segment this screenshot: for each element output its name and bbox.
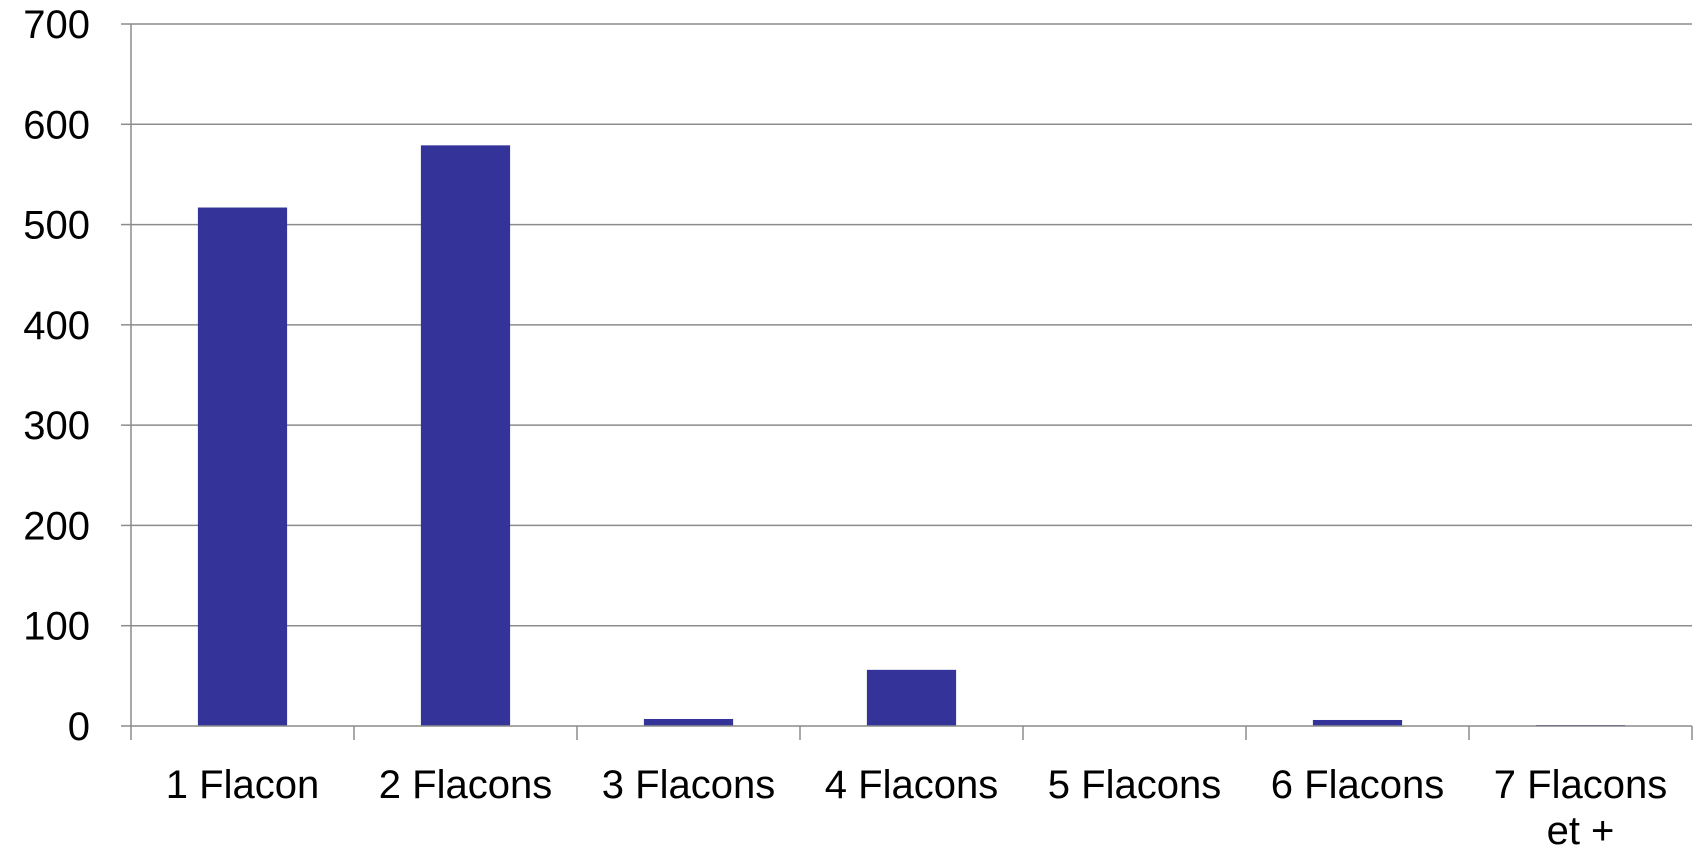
y-tick-label: 700 — [23, 3, 90, 47]
x-tick-label: 3 Flacons — [602, 763, 775, 807]
axes — [121, 23, 1693, 740]
bars — [197, 145, 1626, 727]
x-tick-label: 1 Flacon — [166, 763, 319, 807]
y-tick-label: 200 — [23, 504, 90, 548]
bar-1 — [197, 207, 288, 727]
x-tick-label: 6 Flacons — [1271, 763, 1444, 807]
y-tick-label: 0 — [68, 705, 90, 749]
y-tick-labels: 0 100 200 300 400 500 600 700 — [23, 3, 90, 749]
x-tick-labels: 1 Flacon 2 Flacons 3 Flacons 4 Flacons 5 Fla… — [166, 763, 1667, 853]
y-tick-label: 400 — [23, 304, 90, 348]
bar-6 — [1312, 719, 1403, 726]
y-tick-label: 100 — [23, 605, 90, 649]
y-tick-label: 300 — [23, 404, 90, 448]
bar-2 — [420, 145, 511, 727]
bar-3 — [643, 718, 734, 726]
x-tick-label: 5 Flacons — [1048, 763, 1221, 807]
x-tick-label: 2 Flacons — [379, 763, 552, 807]
bar-4 — [866, 669, 957, 726]
y-tick-label: 500 — [23, 204, 90, 248]
y-tick-label: 600 — [23, 103, 90, 147]
gridlines — [131, 23, 1692, 627]
x-tick-label: 7 Flacons et + — [1494, 763, 1667, 853]
x-tick-label: 4 Flacons — [825, 763, 998, 807]
